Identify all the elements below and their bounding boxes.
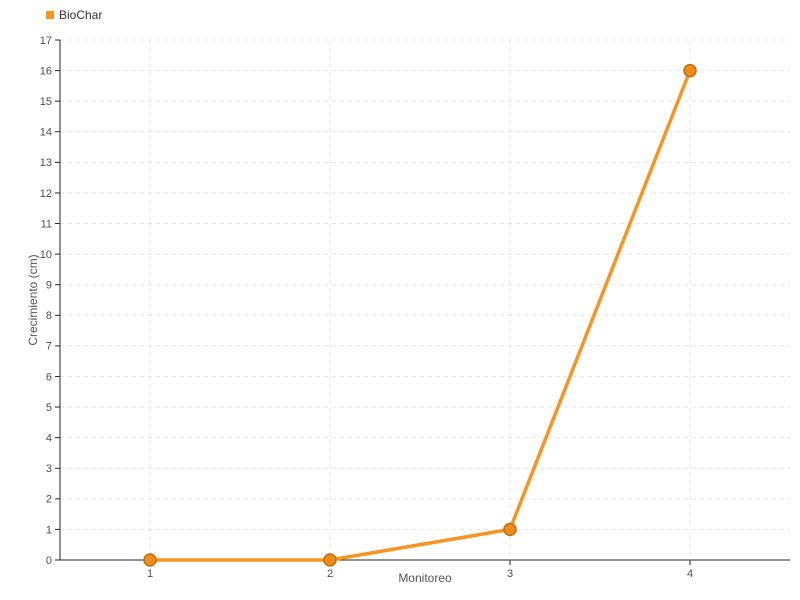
y-axis-title: Crecimiento (cm) bbox=[26, 254, 40, 346]
data-point[interactable] bbox=[683, 63, 697, 78]
data-point[interactable] bbox=[323, 553, 337, 567]
y-tick-label: 3 bbox=[46, 463, 52, 475]
y-tick-label: 12 bbox=[40, 188, 52, 200]
x-tick-label: 1 bbox=[147, 568, 153, 580]
data-point[interactable] bbox=[143, 553, 157, 567]
y-tick-label: 6 bbox=[46, 371, 52, 383]
y-tick-label: 4 bbox=[46, 432, 52, 444]
x-tick-label: 4 bbox=[687, 568, 693, 580]
legend-label: BioChar bbox=[59, 8, 103, 22]
y-tick-label: 1 bbox=[46, 524, 52, 536]
y-tick-label: 9 bbox=[46, 280, 52, 292]
x-tick-label: 2 bbox=[327, 568, 333, 580]
y-tick-label: 7 bbox=[46, 341, 52, 353]
x-axis-title: Monitoreo bbox=[398, 571, 452, 585]
data-point[interactable] bbox=[503, 522, 517, 537]
y-tick-label: 8 bbox=[46, 310, 52, 322]
legend-marker-icon bbox=[46, 11, 54, 19]
x-tick-label: 3 bbox=[507, 568, 513, 580]
y-tick-label: 2 bbox=[46, 494, 52, 506]
y-tick-label: 0 bbox=[46, 555, 52, 567]
y-tick-label: 5 bbox=[46, 402, 52, 414]
legend[interactable]: BioChar bbox=[46, 9, 102, 21]
y-tick-label: 10 bbox=[40, 249, 52, 261]
series-line bbox=[148, 68, 692, 562]
y-tick-label: 13 bbox=[40, 157, 52, 169]
y-tick-label: 16 bbox=[40, 65, 52, 77]
y-tick-label: 14 bbox=[40, 127, 52, 139]
y-tick-label: 15 bbox=[40, 96, 52, 108]
y-tick-label: 17 bbox=[40, 35, 52, 47]
y-tick-label: 11 bbox=[41, 218, 52, 230]
